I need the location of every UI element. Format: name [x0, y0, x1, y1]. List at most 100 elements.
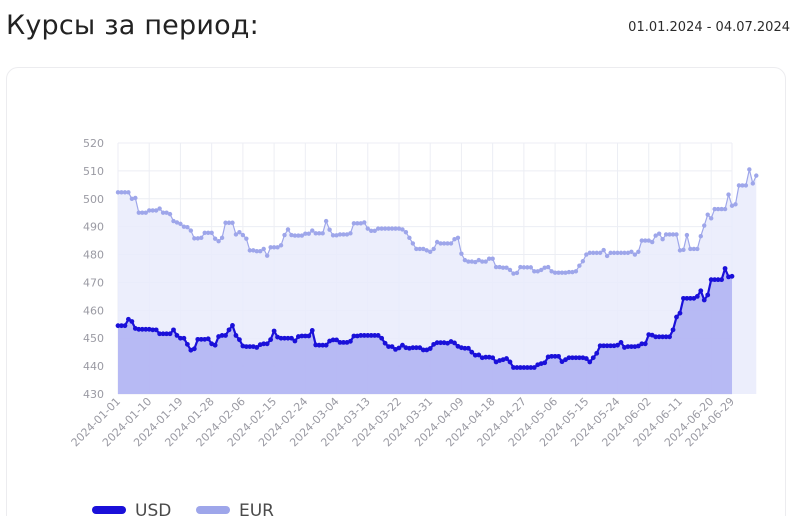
usd-point[interactable]: [729, 273, 735, 279]
eur-point[interactable]: [698, 233, 703, 239]
eur-point[interactable]: [549, 269, 554, 274]
usd-point[interactable]: [174, 333, 180, 338]
usd-point[interactable]: [247, 344, 253, 349]
usd-point[interactable]: [230, 322, 235, 328]
eur-point[interactable]: [365, 226, 370, 231]
eur-point[interactable]: [584, 252, 589, 257]
eur-point[interactable]: [532, 269, 537, 274]
eur-point[interactable]: [258, 249, 263, 254]
eur-point[interactable]: [122, 190, 128, 195]
usd-point[interactable]: [299, 333, 305, 339]
eur-point[interactable]: [400, 227, 405, 232]
usd-point[interactable]: [715, 277, 721, 283]
eur-point[interactable]: [518, 264, 523, 270]
usd-point[interactable]: [566, 355, 572, 361]
eur-point[interactable]: [323, 218, 329, 224]
eur-point[interactable]: [251, 248, 256, 253]
eur-point[interactable]: [473, 259, 478, 265]
usd-point[interactable]: [670, 327, 676, 333]
usd-point[interactable]: [205, 336, 211, 342]
usd-point[interactable]: [261, 341, 267, 347]
usd-point[interactable]: [271, 328, 277, 334]
eur-point[interactable]: [597, 250, 603, 256]
eur-point[interactable]: [611, 250, 617, 256]
eur-point[interactable]: [268, 245, 273, 250]
eur-point[interactable]: [230, 220, 235, 225]
usd-point[interactable]: [635, 343, 641, 349]
usd-point[interactable]: [427, 346, 433, 351]
usd-point[interactable]: [698, 288, 704, 294]
usd-point[interactable]: [375, 333, 381, 338]
eur-point[interactable]: [629, 249, 634, 254]
usd-point[interactable]: [334, 337, 339, 343]
usd-point[interactable]: [164, 331, 169, 337]
usd-point[interactable]: [524, 365, 530, 370]
eur-point[interactable]: [344, 232, 350, 237]
usd-point[interactable]: [601, 343, 607, 349]
eur-point[interactable]: [216, 238, 221, 244]
eur-point[interactable]: [403, 230, 409, 235]
eur-point[interactable]: [341, 232, 346, 237]
usd-point[interactable]: [639, 341, 645, 347]
eur-point[interactable]: [223, 220, 228, 225]
eur-point[interactable]: [282, 232, 287, 238]
eur-point[interactable]: [355, 221, 360, 226]
eur-point[interactable]: [389, 226, 395, 231]
eur-point[interactable]: [264, 253, 270, 258]
usd-point[interactable]: [136, 326, 142, 332]
eur-point[interactable]: [483, 259, 488, 264]
eur-point[interactable]: [733, 202, 738, 207]
eur-point[interactable]: [539, 267, 544, 273]
usd-point[interactable]: [590, 355, 596, 361]
usd-point[interactable]: [122, 323, 128, 329]
eur-point[interactable]: [452, 237, 457, 242]
usd-point[interactable]: [549, 353, 555, 359]
usd-point[interactable]: [386, 344, 391, 349]
usd-point[interactable]: [323, 342, 329, 348]
eur-point[interactable]: [493, 264, 499, 270]
usd-point[interactable]: [476, 352, 482, 358]
eur-point[interactable]: [712, 206, 717, 212]
eur-point[interactable]: [160, 210, 166, 215]
eur-point[interactable]: [233, 232, 239, 237]
eur-point[interactable]: [577, 263, 582, 268]
usd-point[interactable]: [573, 355, 579, 361]
usd-point[interactable]: [143, 326, 149, 332]
usd-point[interactable]: [570, 355, 575, 361]
eur-point[interactable]: [521, 265, 527, 270]
eur-point[interactable]: [511, 271, 516, 276]
eur-point[interactable]: [552, 270, 558, 275]
eur-point[interactable]: [358, 221, 364, 226]
eur-point[interactable]: [219, 235, 225, 241]
legend-swatch-usd[interactable]: [92, 506, 126, 514]
eur-point[interactable]: [337, 232, 343, 237]
usd-point[interactable]: [119, 323, 124, 329]
eur-point[interactable]: [438, 241, 443, 246]
eur-point[interactable]: [580, 259, 586, 264]
eur-point[interactable]: [708, 216, 714, 221]
eur-point[interactable]: [622, 250, 627, 256]
eur-point[interactable]: [591, 250, 596, 256]
legend-label-eur[interactable]: EUR: [239, 501, 274, 516]
eur-point[interactable]: [136, 210, 142, 215]
usd-point[interactable]: [150, 327, 156, 333]
eur-point[interactable]: [674, 232, 679, 237]
usd-point[interactable]: [313, 342, 319, 348]
usd-point[interactable]: [507, 359, 513, 365]
usd-point[interactable]: [372, 333, 378, 338]
usd-point[interactable]: [472, 352, 478, 358]
eur-point[interactable]: [448, 241, 454, 246]
eur-point[interactable]: [466, 259, 471, 264]
usd-point[interactable]: [178, 335, 183, 341]
usd-point[interactable]: [171, 327, 176, 333]
eur-point[interactable]: [656, 231, 662, 236]
eur-point[interactable]: [185, 225, 190, 230]
eur-point[interactable]: [608, 250, 613, 256]
eur-point[interactable]: [615, 250, 620, 256]
usd-point[interactable]: [708, 277, 714, 283]
eur-point[interactable]: [296, 233, 301, 238]
usd-point[interactable]: [191, 346, 197, 352]
eur-point[interactable]: [476, 257, 481, 263]
eur-point[interactable]: [153, 208, 159, 213]
usd-point[interactable]: [576, 355, 582, 361]
